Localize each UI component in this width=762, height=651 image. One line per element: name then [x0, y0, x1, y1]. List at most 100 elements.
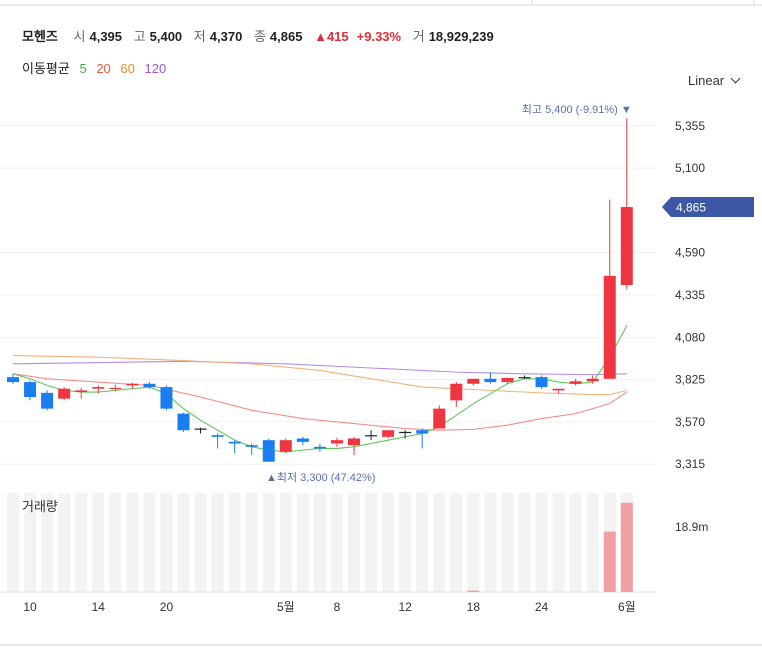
candle-body: [501, 377, 514, 383]
volume-slot: [245, 493, 258, 592]
candle[interactable]: [41, 390, 54, 411]
candle-body: [211, 435, 224, 437]
candle-body: [228, 441, 241, 444]
candle[interactable]: [552, 388, 565, 394]
ma120-line: [12, 360, 627, 376]
candle[interactable]: [228, 440, 241, 454]
candle[interactable]: [245, 443, 258, 456]
ma-60-label[interactable]: 60: [120, 61, 135, 76]
ma-120-label[interactable]: 120: [144, 61, 167, 76]
x-tick-label: 18: [467, 600, 481, 614]
y-tick-label: 4,590: [675, 246, 705, 260]
x-tick-label: 6월: [618, 600, 636, 614]
candle[interactable]: [126, 382, 139, 389]
moving-average-legend: 이동평균 5 20 60 120: [22, 58, 172, 77]
volume-slot: [92, 493, 105, 592]
volume-slot: [450, 493, 463, 592]
candle[interactable]: [569, 378, 582, 386]
candle-body: [177, 413, 190, 431]
candle[interactable]: [296, 436, 309, 446]
candle[interactable]: [177, 412, 190, 432]
candle[interactable]: [620, 118, 633, 290]
candle[interactable]: [399, 430, 412, 439]
ma5-line: [12, 325, 628, 453]
candle[interactable]: [603, 199, 616, 379]
volume-slot: [7, 493, 19, 592]
volume-slot: [382, 493, 395, 592]
candle[interactable]: [24, 380, 37, 401]
volume-slot: [41, 493, 54, 592]
ma-20-label[interactable]: 20: [96, 61, 111, 76]
volume-slot: [501, 493, 514, 592]
candle-body: [7, 377, 19, 383]
candle-body: [126, 383, 139, 386]
volume-slot: [552, 493, 565, 592]
stock-summary: 모헨즈 시 4,395 고 5,400 저 4,370 종 4,865 ▲415 +9.3…: [22, 26, 502, 45]
candle[interactable]: [194, 427, 207, 434]
candle[interactable]: [92, 385, 105, 394]
low-annotation: ▲최저 3,300 (47.42%): [266, 471, 375, 484]
y-tick-label: 5,355: [675, 119, 705, 133]
open-value: 4,395: [89, 29, 123, 44]
x-tick-label: 5월: [277, 600, 295, 614]
volume-slot: [58, 493, 71, 592]
volume-slot: [296, 493, 309, 592]
volume-slot: [416, 493, 429, 592]
candle[interactable]: [7, 373, 19, 384]
current-price-badge: [662, 197, 754, 218]
candle[interactable]: [348, 436, 360, 456]
volume-label: 거: [412, 29, 425, 44]
scale-selector[interactable]: Linear: [688, 73, 741, 88]
candle-body: [160, 387, 173, 409]
candle[interactable]: [109, 384, 122, 392]
candle[interactable]: [467, 378, 480, 386]
candle[interactable]: [484, 372, 497, 384]
candle-body: [41, 392, 54, 409]
volume-slot: [211, 493, 224, 592]
candle[interactable]: [535, 375, 548, 389]
candle[interactable]: [262, 438, 275, 462]
candle[interactable]: [416, 428, 429, 449]
volume-slot: [399, 493, 412, 592]
candle[interactable]: [518, 375, 531, 379]
candle[interactable]: [143, 382, 156, 389]
stock-name: 모헨즈: [22, 29, 58, 44]
y-tick-label: 3,315: [675, 457, 705, 471]
volume-slot: [228, 493, 241, 592]
candle-body: [109, 387, 122, 390]
candle-body: [313, 446, 326, 449]
candle-body: [24, 382, 37, 398]
candle-body: [467, 378, 480, 384]
candle[interactable]: [75, 387, 88, 399]
candle[interactable]: [58, 387, 71, 401]
candle[interactable]: [586, 375, 599, 384]
volume-slot: [348, 493, 360, 592]
ma-5-label[interactable]: 5: [79, 61, 87, 76]
scale-selector-label: Linear: [688, 73, 725, 88]
candle-body: [194, 428, 207, 430]
high-value: 5,400: [149, 29, 183, 44]
volume-slot: [160, 493, 173, 592]
moving-average-label: 이동평균: [22, 61, 70, 76]
candle[interactable]: [501, 377, 514, 384]
volume-slot: [126, 493, 139, 592]
candle-body: [484, 378, 497, 383]
ma60-line: [12, 354, 627, 396]
candle[interactable]: [211, 433, 224, 449]
candle-body: [569, 381, 582, 384]
candle[interactable]: [365, 430, 378, 441]
change-value: ▲415: [314, 29, 349, 44]
volume-slot: [330, 493, 343, 592]
change-percent: +9.33%: [356, 29, 402, 44]
candle[interactable]: [450, 382, 463, 407]
candle-body: [450, 383, 463, 401]
candle[interactable]: [313, 443, 326, 452]
candle[interactable]: [433, 405, 446, 429]
candle[interactable]: [330, 437, 343, 447]
candle-body: [348, 438, 360, 446]
volume-slot: [586, 493, 599, 592]
candle[interactable]: [279, 438, 292, 454]
candle[interactable]: [160, 385, 173, 411]
candle[interactable]: [382, 430, 395, 439]
